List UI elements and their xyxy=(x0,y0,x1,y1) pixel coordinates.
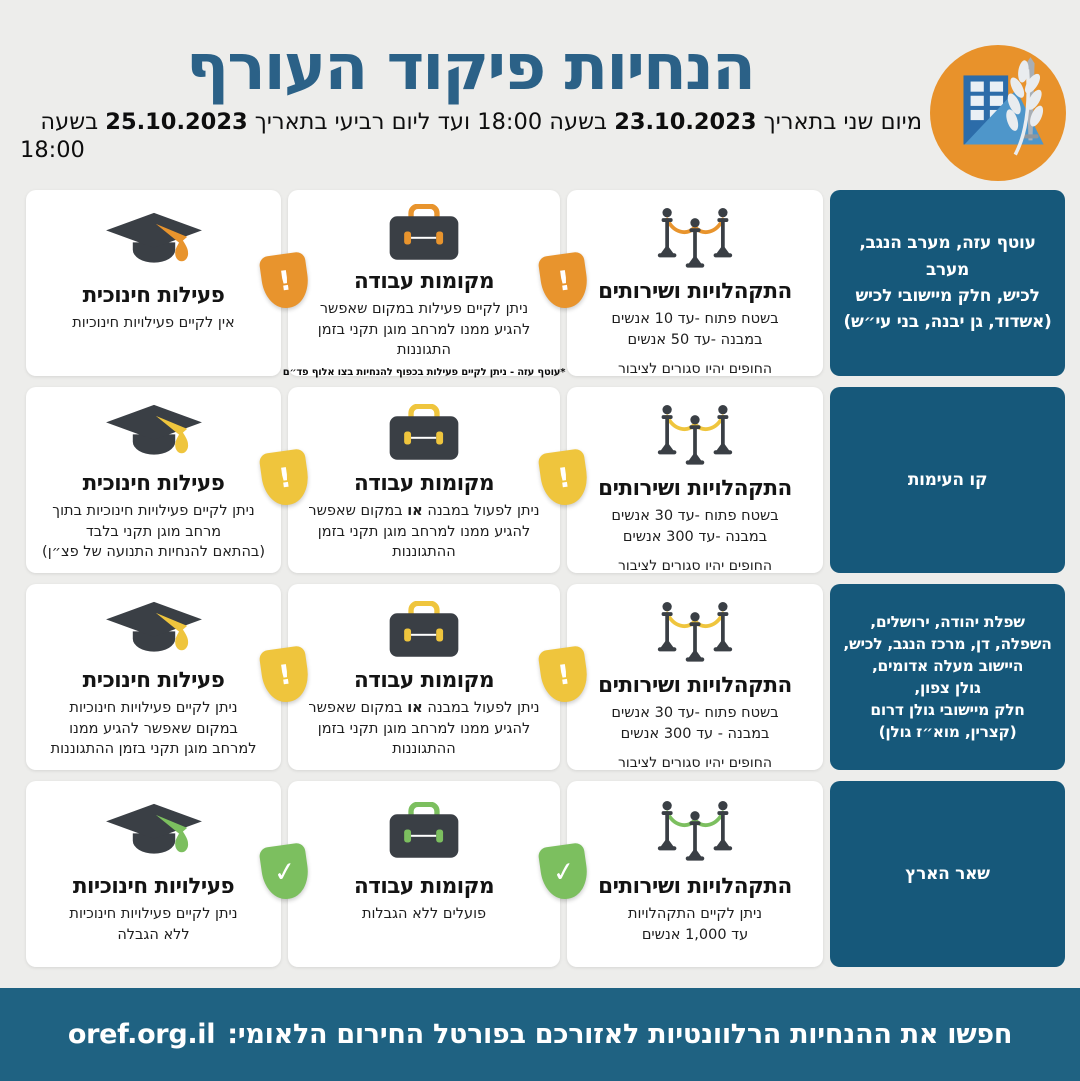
region-label: שאר הארץ xyxy=(830,781,1065,967)
card-workplaces: ! מקומות עבודה ניתן לקיים פעילות במקום ש… xyxy=(258,190,565,378)
card-text: ניתן לקיים פעילויות חינוכיות בתוך xyxy=(52,503,255,520)
card-text: ללא הגבלה xyxy=(117,926,190,943)
card-title: פעילות חינוכית xyxy=(82,668,225,694)
card-workplaces: ✓ מקומות עבודה פועלים ללא הגבלות xyxy=(258,781,560,967)
region-line: (קצרין, מוא״ז גולן) xyxy=(878,723,1017,741)
card-gatherings-services: ✓ התקהלויות ושירותים ניתן לקיים התקהלויו… xyxy=(537,781,823,967)
graduation-cap-icon xyxy=(102,795,206,867)
subtitle-line1: מיום שני בתאריך 23.10.2023 בשעה 18:00 וע… xyxy=(20,109,922,135)
briefcase-icon xyxy=(387,204,461,262)
card-education: פעילות חינוכית ניתן לקיים פעילויות חינוכ… xyxy=(26,387,281,573)
subtitle-part: בשעה xyxy=(40,109,106,135)
region-line: קו העימות xyxy=(907,469,988,490)
beaches-note: החופים יהיו סגורים לציבור xyxy=(617,361,773,378)
card-education: פעילות חינוכית אין לקיים פעילויות חינוכי… xyxy=(26,190,281,376)
region-label: קו העימות xyxy=(830,387,1065,573)
card-title: פעילויות חינוכיות xyxy=(72,874,235,899)
region-line: שפלת יהודה, ירושלים, xyxy=(870,613,1025,631)
card-text: למרחב מוגן תקני בזמן ההתגוננות xyxy=(50,741,257,758)
beaches-note: החופים יהיו סגורים לציבור xyxy=(617,755,773,772)
graduation-cap-icon xyxy=(102,401,206,464)
beaches-note: החופים יהיו סגורים לציבור xyxy=(617,558,773,575)
card-text: ניתן לקיים פעילויות חינוכיות xyxy=(69,906,238,922)
briefcase-icon xyxy=(387,598,461,661)
card-title: מקומות עבודה xyxy=(353,269,495,294)
region-line: חלק מיישובי גולן דרום xyxy=(870,701,1025,719)
guidelines-grid: עוטף עזה, מערב הנגב, מערב לכיש, חלק מייש… xyxy=(25,190,1065,967)
card-title: התקהלויות ושירותים xyxy=(598,279,792,304)
gaza-envelope-footnote: *עוטף עזה - ניתן לקיים פעילות בכפוף להנח… xyxy=(282,366,566,378)
subtitle-part: מיום שני בתאריך xyxy=(756,109,922,135)
card-title: התקהלויות ושירותים xyxy=(598,874,792,899)
card-workplaces: ! מקומות עבודה ניתן לפעול במבנה או במקום… xyxy=(258,387,560,573)
region-line: (אשדוד, גן יבנה, בני עי״ש) xyxy=(843,312,1052,333)
card-gatherings-services: ! התקהלויות ושירותים בשטח פתוח -עד 10 אנ… xyxy=(537,190,823,378)
crowd-barrier-icon xyxy=(646,598,744,666)
region-label: שפלת יהודה, ירושלים, השפלה, דן, מרכז הנג… xyxy=(830,584,1065,770)
card-title: מקומות עבודה xyxy=(353,874,495,899)
subtitle-start-date: 23.10.2023 xyxy=(614,109,757,135)
card-text: בשטח פתוח -עד 10 אנשים xyxy=(611,311,779,327)
region-line: לכיש, חלק מיישובי לכיש xyxy=(855,286,1040,306)
subtitle-end-date: 25.10.2023 xyxy=(105,109,248,135)
card-text: ניתן לקיים פעילות במקום שאפשר להגיע ממנו… xyxy=(317,301,531,359)
subtitle-line2-time: 18:00 xyxy=(20,137,85,163)
card-gatherings-services: ! התקהלויות ושירותים בשטח פתוח -עד 30 אנ… xyxy=(537,387,823,575)
card-text: במבנה -עד 50 אנשים xyxy=(627,331,763,348)
card-text: במבנה - עד 300 אנשים xyxy=(620,725,770,742)
crowd-barrier-icon xyxy=(646,795,744,867)
card-title: מקומות עבודה xyxy=(353,471,495,497)
briefcase-icon xyxy=(387,401,461,464)
region-label: עוטף עזה, מערב הנגב, מערב לכיש, חלק מייש… xyxy=(830,190,1065,376)
card-text: בשטח פתוח -עד 30 אנשים xyxy=(611,705,779,721)
card-education: פעילויות חינוכיות ניתן לקיים פעילויות חי… xyxy=(26,781,281,967)
card-workplaces: ! מקומות עבודה ניתן לפעול במבנה או במקום… xyxy=(258,584,560,770)
card-text: במקום שאפשר להגיע ממנו xyxy=(69,720,238,737)
card-education: פעילות חינוכית ניתן לקיים פעילויות חינוכ… xyxy=(26,584,281,770)
card-text: ניתן לפעול במבנה או במקום שאפשר להגיע ממ… xyxy=(308,503,540,561)
card-text: ניתן לקיים פעילויות חינוכיות xyxy=(69,700,238,717)
footer-url: oref.org.il xyxy=(67,1019,216,1050)
home-front-command-logo xyxy=(930,45,1066,181)
subtitle-part: בשעה 18:00 ועד ליום רביעי בתאריך xyxy=(247,109,615,135)
card-title: פעילות חינוכית xyxy=(82,283,225,308)
date-range-subtitle: מיום שני בתאריך 23.10.2023 בשעה 18:00 וע… xyxy=(20,109,922,163)
crowd-barrier-icon xyxy=(646,401,744,469)
header: הנחיות פיקוד העורף מיום שני בתאריך 23.10… xyxy=(0,0,1080,190)
card-title: התקהלויות ושירותים xyxy=(598,476,792,501)
card-title: פעילות חינוכית xyxy=(82,471,225,497)
card-text: אין לקיים פעילויות חינוכיות xyxy=(72,315,235,331)
footer-text: חפשו את ההנחיות הרלוונטיות לאזורכם בפורט… xyxy=(227,1019,1013,1050)
card-text: במבנה -עד 300 אנשים xyxy=(622,528,768,545)
region-line: גולן צפון, xyxy=(914,679,981,697)
card-text: (בהתאם להנחיות התנועה של פצ״ן) xyxy=(42,544,265,561)
card-text: פועלים ללא הגבלות xyxy=(361,906,487,922)
card-text: ניתן לקיים התקהלויות xyxy=(627,906,763,922)
card-text: ניתן לפעול במבנה או במקום שאפשר להגיע ממ… xyxy=(308,700,540,758)
region-line: השפלה, דן, מרכז הנגב, לכיש, xyxy=(843,635,1052,653)
graduation-cap-icon xyxy=(102,204,206,276)
card-text: בשטח פתוח -עד 30 אנשים xyxy=(611,508,779,524)
region-line: היישוב מעלה אדומים, xyxy=(871,657,1024,675)
card-text: עד 1,000 אנשים xyxy=(641,926,749,943)
crowd-barrier-icon xyxy=(646,204,744,272)
card-title: התקהלויות ושירותים xyxy=(598,673,792,698)
card-gatherings-services: ! התקהלויות ושירותים בשטח פתוח -עד 30 אנ… xyxy=(537,584,823,772)
page-title: הנחיות פיקוד העורף xyxy=(186,31,756,105)
region-line: עוטף עזה, מערב הנגב, מערב xyxy=(859,233,1036,280)
graduation-cap-icon xyxy=(102,598,206,661)
footer-banner: חפשו את ההנחיות הרלוונטיות לאזורכם בפורט… xyxy=(0,988,1080,1081)
card-title: מקומות עבודה xyxy=(353,668,495,694)
briefcase-icon xyxy=(387,795,461,867)
region-line: שאר הארץ xyxy=(905,863,990,884)
card-text: מרחב מוגן תקני בלבד xyxy=(85,523,222,540)
